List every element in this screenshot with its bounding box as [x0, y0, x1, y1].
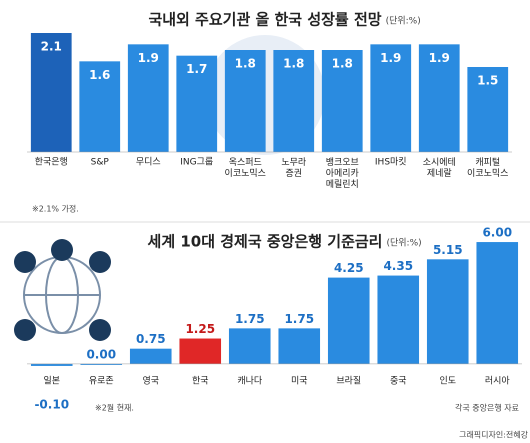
- bar: [127, 44, 169, 153]
- value-label: 1.6: [89, 68, 110, 82]
- note: ※2월 현재.: [95, 403, 134, 413]
- credit: 그래픽디자인:전혜강: [459, 430, 529, 440]
- category-label: 무디스: [136, 157, 161, 168]
- bar: [426, 259, 469, 364]
- category-label: ING그룹: [180, 157, 213, 168]
- bar: [224, 50, 266, 152]
- value-label: 0.75: [136, 332, 166, 346]
- value-label: 4.25: [334, 261, 364, 275]
- category-label: 인도: [439, 376, 456, 387]
- value-label: 1.75: [284, 312, 314, 326]
- chart-title: 세계 10대 경제국 중앙은행 기준금리: [148, 233, 383, 251]
- bar: [80, 363, 123, 365]
- value-label: 6.00: [482, 226, 512, 240]
- bar: [370, 44, 412, 153]
- bar: [79, 61, 121, 153]
- bar: [476, 242, 519, 364]
- chart-unit: (단위:%): [386, 238, 421, 249]
- category-label: 러시아: [485, 376, 511, 387]
- chart-title: 국내외 주요기관 올 한국 성장률 전망: [148, 11, 381, 29]
- category-label: 브라질: [336, 375, 361, 387]
- bar: [129, 348, 172, 364]
- category-label: 한국: [192, 376, 209, 387]
- value-label: 1.8: [332, 57, 353, 71]
- category-label: 소시에테 제네랄: [423, 157, 456, 179]
- note: ※2.1% 가정.: [32, 204, 79, 214]
- value-label: 1.25: [185, 322, 215, 336]
- category-label: IHS마킷: [375, 156, 407, 168]
- category-label: 한국은행: [35, 156, 68, 168]
- category-label: 미국: [291, 376, 308, 387]
- value-label: 1.5: [477, 74, 498, 88]
- bar: [418, 44, 460, 153]
- bar: [278, 328, 321, 364]
- value-label: 1.75: [235, 312, 265, 326]
- bar: [327, 277, 370, 364]
- value-label: 1.9: [429, 51, 450, 65]
- value-label: 1.8: [283, 57, 304, 71]
- bar: [176, 55, 218, 152]
- globe-icon: [14, 239, 111, 341]
- bar: [30, 33, 72, 152]
- bar: [321, 50, 363, 152]
- bar: [179, 338, 222, 364]
- value-label: 0.00: [86, 347, 116, 361]
- value-label: 1.7: [186, 62, 207, 76]
- source: 각국 중앙은행 자료: [455, 403, 519, 413]
- bar: [273, 50, 315, 152]
- value-label: 1.8: [235, 57, 256, 71]
- category-label: 캐피털 이코노믹스: [467, 156, 508, 179]
- bar: [228, 328, 271, 364]
- category-label: 유로존: [89, 376, 114, 387]
- category-label: 캐나다: [237, 376, 263, 387]
- category-label: 뱅크오브 아메리카 메릴린치: [326, 157, 359, 190]
- category-label: 중국: [390, 376, 407, 387]
- bar: [30, 363, 73, 366]
- bar: [377, 275, 420, 364]
- category-label: S&P: [91, 158, 110, 168]
- category-label: 영국: [142, 376, 159, 387]
- chart-unit: (단위:%): [386, 16, 421, 27]
- value-label: 1.9: [380, 51, 401, 65]
- bar: [467, 67, 509, 152]
- category-label: 옥스퍼드 이코노믹스: [225, 157, 266, 179]
- value-label: 5.15: [433, 243, 463, 257]
- value-label: -0.10: [34, 398, 69, 412]
- value-label: 2.1: [41, 40, 62, 54]
- value-label: 4.35: [383, 259, 413, 273]
- category-label: 노무라 증권: [281, 157, 307, 179]
- value-label: 1.9: [138, 51, 159, 65]
- category-label: 일본: [43, 376, 60, 387]
